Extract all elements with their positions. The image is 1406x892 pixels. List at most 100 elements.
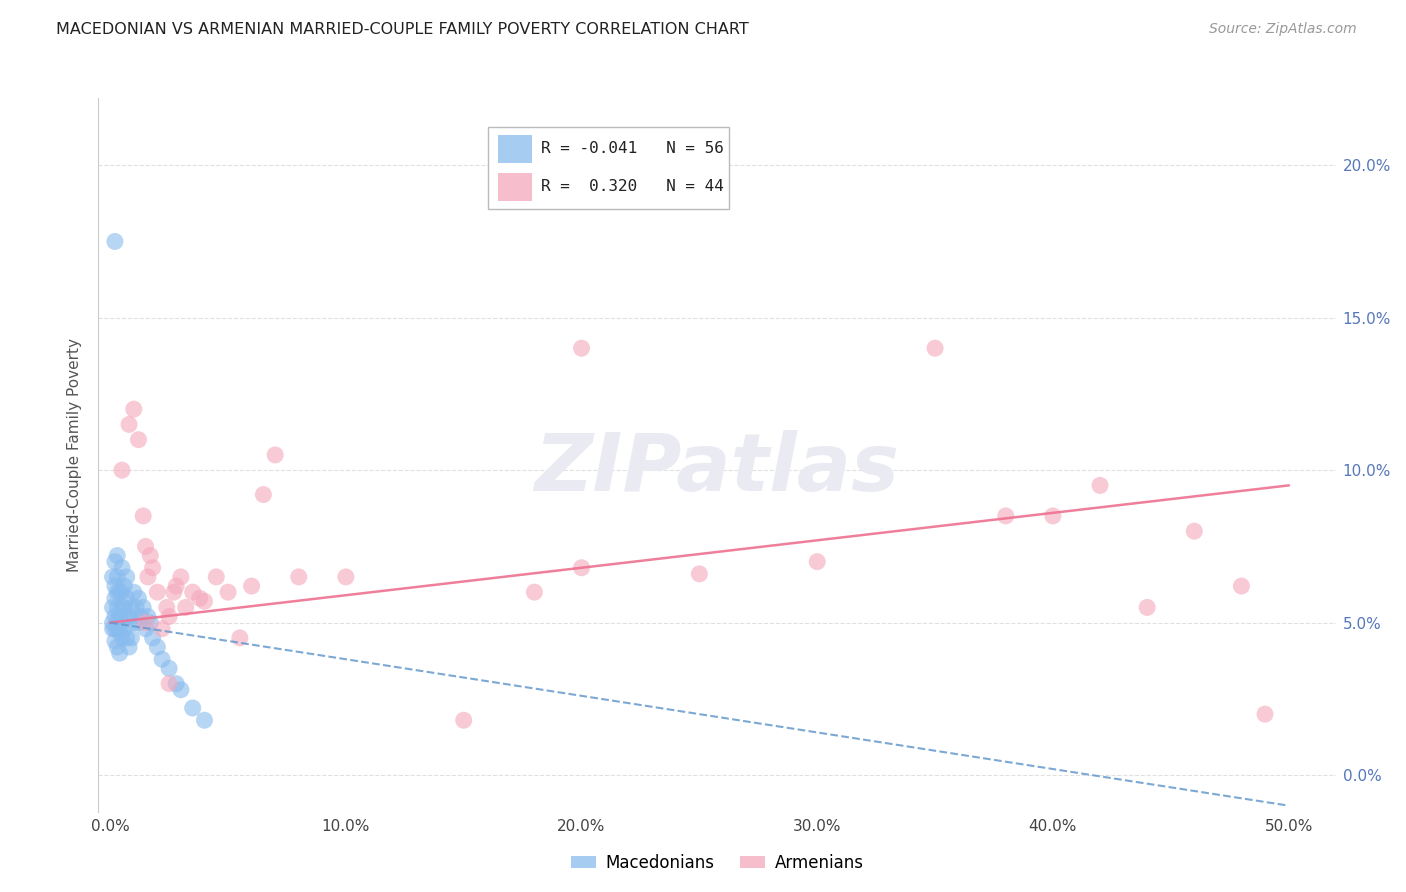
Point	[127, 615, 149, 630]
Point	[108, 646, 131, 660]
Point	[105, 622, 128, 636]
Point	[129, 609, 152, 624]
Point	[104, 555, 127, 569]
Point	[111, 560, 134, 574]
Point	[135, 615, 157, 630]
Point	[111, 600, 134, 615]
Point	[132, 508, 155, 523]
Point	[127, 591, 149, 606]
Point	[165, 676, 187, 690]
Point	[523, 585, 546, 599]
Point	[1136, 600, 1159, 615]
Point	[287, 570, 309, 584]
Point	[104, 579, 127, 593]
Point	[105, 549, 128, 563]
Point	[122, 585, 145, 599]
Point	[105, 585, 128, 599]
Point	[146, 640, 169, 654]
Point	[205, 570, 228, 584]
Point	[571, 560, 593, 574]
Point	[127, 433, 149, 447]
Point	[188, 591, 211, 606]
Point	[136, 609, 159, 624]
Point	[170, 570, 193, 584]
Point	[132, 600, 155, 615]
Point	[118, 640, 141, 654]
Point	[104, 609, 127, 624]
Point	[112, 622, 135, 636]
Point	[217, 585, 239, 599]
Text: R = -0.041   N = 56: R = -0.041 N = 56	[541, 141, 724, 156]
Point	[1254, 707, 1277, 722]
Point	[170, 682, 193, 697]
Point	[115, 570, 138, 584]
FancyBboxPatch shape	[498, 135, 531, 162]
Point	[453, 713, 475, 727]
Point	[115, 631, 138, 645]
Point	[122, 402, 145, 417]
Point	[135, 622, 157, 636]
Point	[111, 631, 134, 645]
Point	[165, 579, 187, 593]
Point	[1042, 508, 1064, 523]
Point	[101, 600, 124, 615]
Point	[193, 594, 215, 608]
Point	[156, 600, 179, 615]
FancyBboxPatch shape	[498, 173, 531, 201]
Point	[111, 585, 134, 599]
Point	[240, 579, 263, 593]
Point	[104, 235, 127, 249]
Point	[994, 508, 1017, 523]
Point	[252, 487, 274, 501]
Point	[146, 585, 169, 599]
Point	[335, 570, 357, 584]
Point	[112, 579, 135, 593]
Point	[688, 566, 710, 581]
Point	[139, 615, 162, 630]
Point	[104, 622, 127, 636]
Y-axis label: Married-Couple Family Poverty: Married-Couple Family Poverty	[67, 338, 83, 572]
Point	[157, 676, 180, 690]
Point	[157, 609, 180, 624]
Point	[101, 622, 124, 636]
Point	[122, 615, 145, 630]
Text: R =  0.320   N = 44: R = 0.320 N = 44	[541, 179, 724, 194]
Point	[104, 591, 127, 606]
Point	[111, 463, 134, 477]
Point	[108, 624, 131, 639]
Point	[181, 701, 204, 715]
Point	[150, 652, 173, 666]
Point	[193, 713, 215, 727]
Point	[163, 585, 186, 599]
Point	[115, 609, 138, 624]
Point	[111, 615, 134, 630]
Point	[105, 640, 128, 654]
Point	[924, 341, 946, 355]
Point	[120, 631, 142, 645]
Point	[150, 622, 173, 636]
Point	[264, 448, 287, 462]
Point	[118, 609, 141, 624]
Point	[181, 585, 204, 599]
Point	[571, 341, 593, 355]
Point	[108, 609, 131, 624]
Point	[806, 555, 828, 569]
Point	[108, 585, 131, 599]
Point	[136, 570, 159, 584]
Point	[105, 615, 128, 630]
Point	[115, 591, 138, 606]
Point	[101, 570, 124, 584]
Point	[142, 631, 165, 645]
Point	[120, 600, 142, 615]
Point	[105, 600, 128, 615]
Point	[157, 661, 180, 675]
Text: Source: ZipAtlas.com: Source: ZipAtlas.com	[1209, 22, 1357, 37]
Text: ZIPatlas: ZIPatlas	[534, 430, 900, 508]
Text: MACEDONIAN VS ARMENIAN MARRIED-COUPLE FAMILY POVERTY CORRELATION CHART: MACEDONIAN VS ARMENIAN MARRIED-COUPLE FA…	[56, 22, 749, 37]
Point	[229, 631, 252, 645]
Point	[1088, 478, 1111, 492]
Point	[174, 600, 197, 615]
Point	[139, 549, 162, 563]
Point	[101, 615, 124, 630]
Point	[135, 540, 157, 554]
